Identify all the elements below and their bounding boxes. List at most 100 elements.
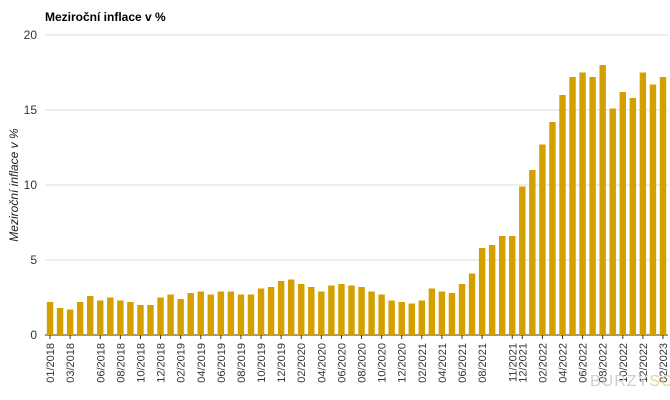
bar: [619, 92, 626, 335]
bar: [589, 77, 596, 335]
bar: [408, 303, 415, 335]
x-tick-label: 02/2022: [537, 343, 549, 383]
watermark-accent: SO: [649, 373, 670, 390]
bar: [207, 294, 215, 335]
x-tick-label: 12/2020: [397, 343, 409, 383]
bar: [287, 279, 295, 335]
bar: [177, 299, 184, 335]
bar: [187, 293, 194, 335]
x-tick-label: 01/2018: [45, 343, 57, 383]
bar: [478, 248, 486, 335]
bar: [569, 77, 576, 335]
x-tick-label: 12/2021: [517, 343, 529, 383]
bar: [107, 297, 114, 335]
y-tick-label: 0: [30, 328, 37, 342]
bar: [76, 302, 84, 335]
bar: [629, 98, 637, 335]
bar: [298, 284, 305, 335]
y-tick-label: 10: [24, 178, 38, 192]
bar: [519, 186, 526, 335]
bar: [398, 302, 405, 335]
x-tick-label: 08/2018: [115, 343, 127, 383]
x-tick-label: 04/2020: [316, 343, 328, 383]
bar: [257, 288, 265, 335]
watermark-text: BURZY: [590, 373, 650, 390]
x-tick-label: 10/2018: [135, 343, 147, 383]
x-tick-label: 12/2019: [276, 343, 288, 383]
bar: [117, 300, 124, 335]
bar: [197, 291, 204, 335]
bar: [448, 293, 456, 335]
bar: [509, 236, 516, 335]
bar: [559, 95, 566, 335]
bar: [529, 170, 536, 335]
bar: [66, 309, 74, 335]
bar: [46, 302, 54, 335]
bar: [358, 287, 365, 335]
bar: [649, 84, 657, 335]
x-tick-label: 10/2022: [618, 343, 630, 383]
bar: [157, 297, 164, 335]
y-tick-label: 5: [30, 253, 37, 267]
x-tick-label: 06/2021: [457, 343, 469, 383]
bar: [498, 236, 506, 335]
x-tick-label: 04/2022: [557, 343, 569, 383]
bar: [318, 291, 325, 335]
x-tick-label: 11/2021: [507, 343, 519, 382]
bar: [237, 294, 245, 335]
bar: [488, 245, 496, 335]
bar: [418, 300, 426, 335]
x-tick-label: 08/2022: [598, 343, 610, 383]
bar: [378, 294, 385, 335]
bar: [167, 294, 174, 335]
bar: [599, 65, 606, 335]
bar: [308, 287, 315, 335]
x-tick-label: 02/2020: [296, 343, 308, 383]
x-tick-label: 03/2018: [65, 343, 77, 383]
bar: [147, 305, 154, 335]
bar: [97, 300, 104, 335]
bar: [227, 291, 235, 335]
bar: [338, 284, 345, 335]
bar: [87, 296, 94, 335]
bar: [217, 291, 225, 335]
bar: [277, 281, 285, 335]
x-tick-label: 12/2018: [156, 343, 168, 383]
bar: [428, 288, 436, 335]
bar: [388, 300, 395, 335]
bar: [458, 284, 466, 335]
x-tick-label: 06/2022: [578, 343, 590, 383]
bar: [127, 302, 134, 335]
bar: [579, 72, 586, 335]
x-tick-label: 08/2019: [236, 343, 248, 383]
watermark-logo: BURZYSO: [590, 373, 670, 391]
x-tick-label: 06/2020: [336, 343, 348, 383]
bar: [137, 305, 144, 335]
x-tick-label: 10/2020: [377, 343, 389, 383]
bar: [348, 285, 355, 335]
x-tick-label: 12/2022: [638, 343, 650, 383]
x-tick-label: 02/2023: [658, 343, 670, 383]
bar: [468, 273, 476, 335]
y-tick-label: 15: [24, 103, 38, 117]
bar: [328, 285, 335, 335]
x-tick-label: 08/2021: [477, 343, 489, 383]
bar: [267, 287, 275, 335]
bar: [56, 308, 64, 335]
y-tick-label: 20: [24, 28, 38, 42]
chart-title: Meziroční inflace v %: [45, 10, 166, 24]
bar: [609, 108, 616, 335]
bar: [438, 291, 446, 335]
bar: [639, 72, 647, 335]
bar: [539, 144, 546, 335]
bar: [659, 77, 667, 335]
x-tick-label: 04/2021: [437, 343, 449, 383]
x-tick-label: 02/2019: [176, 343, 188, 383]
x-tick-label: 06/2019: [216, 343, 228, 383]
x-tick-label: 08/2020: [357, 343, 369, 383]
bar: [368, 291, 375, 335]
x-tick-label: 10/2019: [256, 343, 268, 383]
x-tick-label: 04/2019: [196, 343, 208, 383]
x-tick-label: 06/2018: [95, 343, 107, 383]
